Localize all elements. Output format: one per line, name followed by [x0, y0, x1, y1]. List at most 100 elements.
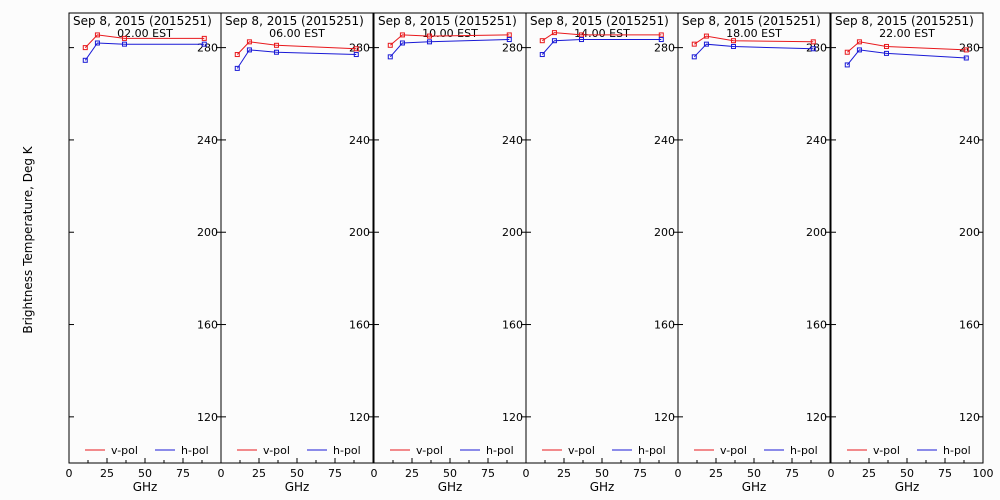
data-point-v-pol: [273, 42, 279, 48]
x-axis-label: GHz: [285, 480, 310, 494]
y-tick-label: 160: [349, 319, 370, 332]
legend-label-v-pol: v-pol: [568, 444, 595, 457]
data-point-h-pol: [963, 55, 969, 61]
data-point-v-pol: [387, 42, 393, 48]
panel-title: Sep 8, 2015 (2015251): [835, 14, 974, 28]
x-axis-label: GHz: [438, 480, 463, 494]
data-point-v-pol: [506, 32, 512, 38]
panel-6: Sep 8, 2015 (2015251)22.00 EST 120 160 200 2…: [828, 12, 994, 494]
data-point-v-pol: [82, 45, 88, 51]
data-point-v-pol: [844, 49, 850, 55]
data-point-v-pol: [856, 39, 862, 45]
data-point-v-pol: [551, 30, 557, 36]
y-tick-label: 160: [806, 319, 827, 332]
legend-label-v-pol: v-pol: [873, 444, 900, 457]
y-tick-label: 160: [197, 319, 218, 332]
panel-subtitle: 14.00 EST: [574, 27, 630, 40]
data-point-h-pol: [578, 37, 584, 43]
series-line-v-pol: [389, 34, 510, 46]
series-line-h-pol: [541, 39, 662, 55]
y-tick-label: 240: [806, 134, 827, 147]
x-tick-label: 75: [176, 467, 190, 480]
data-point-v-pol: [246, 39, 252, 45]
data-point-v-pol: [703, 33, 709, 39]
data-point-h-pol: [426, 39, 432, 45]
panel-title: Sep 8, 2015 (2015251): [73, 14, 212, 28]
y-tick-label: 120: [349, 411, 370, 424]
data-point-h-pol: [730, 43, 736, 49]
data-point-v-pol: [201, 35, 207, 41]
x-tick-label: 75: [328, 467, 342, 480]
legend-label-v-pol: v-pol: [111, 444, 138, 457]
panel-5: Sep 8, 2015 (2015251)18.00 EST 120 160 200 2…: [675, 12, 831, 494]
y-tick-label: 280: [197, 42, 218, 55]
data-point-h-pol: [703, 41, 709, 47]
data-point-v-pol: [730, 38, 736, 44]
panel-subtitle: 22.00 EST: [879, 27, 935, 40]
data-point-v-pol: [810, 39, 816, 45]
x-tick-label: 25: [862, 467, 876, 480]
y-tick-label: 160: [959, 319, 980, 332]
x-tick-label: 50: [290, 467, 304, 480]
series-line-h-pol: [693, 43, 814, 58]
data-point-h-pol: [810, 46, 816, 52]
y-tick-label: 120: [654, 411, 675, 424]
x-tick-label: 0: [523, 467, 530, 480]
series-line-v-pol: [84, 34, 205, 48]
y-tick-label: 240: [197, 134, 218, 147]
legend-label-h-pol: h-pol: [333, 444, 361, 457]
data-point-v-pol: [121, 35, 127, 41]
data-point-v-pol: [691, 41, 697, 47]
panel-subtitle: 02.00 EST: [117, 27, 173, 40]
y-tick-label: 160: [502, 319, 523, 332]
legend-label-h-pol: h-pol: [486, 444, 514, 457]
x-tick-label: 75: [938, 467, 952, 480]
x-tick-label: 75: [785, 467, 799, 480]
x-tick-label: 50: [443, 467, 457, 480]
panel-title: Sep 8, 2015 (2015251): [378, 14, 517, 28]
data-point-h-pol: [387, 54, 393, 60]
series-line-v-pol: [542, 32, 662, 42]
legend-label-h-pol: h-pol: [790, 444, 818, 457]
y-tick-label: 240: [502, 134, 523, 147]
y-tick-label: 240: [654, 134, 675, 147]
panel-title: Sep 8, 2015 (2015251): [530, 14, 669, 28]
data-point-v-pol: [963, 47, 969, 53]
y-tick-label: 200: [502, 226, 523, 239]
y-tick-label: 280: [654, 42, 675, 55]
y-tick-label: 160: [654, 319, 675, 332]
series-line-v-pol: [846, 41, 967, 53]
x-tick-label: 75: [481, 467, 495, 480]
data-point-h-pol: [506, 37, 512, 43]
y-tick-label: 120: [197, 411, 218, 424]
series-line-h-pol: [389, 39, 510, 58]
panel-4: Sep 8, 2015 (2015251)14.00 EST 120 160 200 2…: [523, 12, 679, 494]
panels: Sep 8, 2015 (2015251)02.00 EST1201602002…: [66, 12, 994, 494]
y-tick-label: 200: [349, 226, 370, 239]
data-point-h-pol: [94, 40, 100, 46]
data-point-h-pol: [234, 65, 240, 71]
legend-label-h-pol: h-pol: [943, 444, 971, 457]
y-tick-label: 120: [806, 411, 827, 424]
x-tick-label: 50: [595, 467, 609, 480]
y-tick-label: 200: [959, 226, 980, 239]
x-tick-label: 100: [973, 467, 994, 480]
y-tick-label: 200: [806, 226, 827, 239]
y-tick-label: 120: [502, 411, 523, 424]
panel-subtitle: 10.00 EST: [422, 27, 478, 40]
legend-label-h-pol: h-pol: [181, 444, 209, 457]
data-point-v-pol: [539, 38, 545, 44]
y-tick-label: 240: [959, 134, 980, 147]
data-point-h-pol: [883, 50, 889, 56]
y-tick-label: 280: [349, 42, 370, 55]
x-tick-label: 0: [218, 467, 225, 480]
x-tick-label: 50: [900, 467, 914, 480]
x-tick-label: 0: [828, 467, 835, 480]
data-point-v-pol: [426, 33, 432, 39]
data-point-h-pol: [246, 47, 252, 53]
panel-title: Sep 8, 2015 (2015251): [225, 14, 364, 28]
data-point-v-pol: [353, 46, 359, 52]
y-tick-label: 200: [197, 226, 218, 239]
data-point-h-pol: [856, 47, 862, 53]
